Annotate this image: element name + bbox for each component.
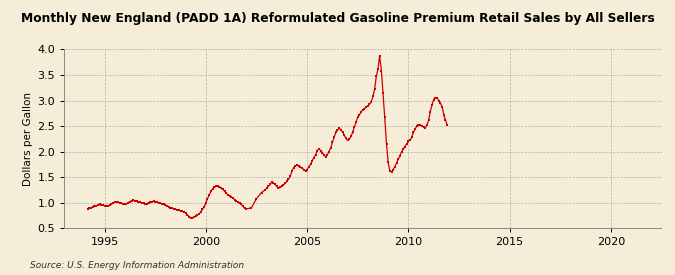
Y-axis label: Dollars per Gallon: Dollars per Gallon — [23, 92, 33, 186]
Text: Monthly New England (PADD 1A) Reformulated Gasoline Premium Retail Sales by All : Monthly New England (PADD 1A) Reformulat… — [21, 12, 654, 25]
Text: Source: U.S. Energy Information Administration: Source: U.S. Energy Information Administ… — [30, 260, 244, 270]
